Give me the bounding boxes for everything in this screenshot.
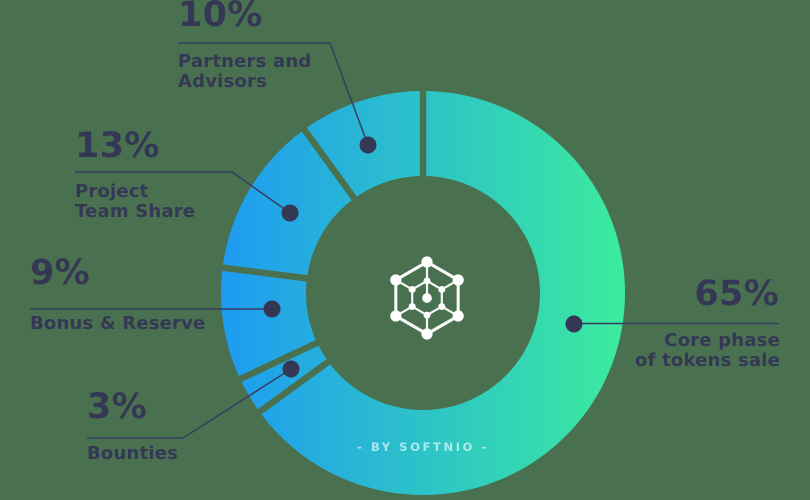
label-bonus-name: Bonus & Reserve	[30, 314, 205, 334]
callout-line-partners	[178, 42, 369, 146]
label-bonus-pct: 9%	[30, 253, 91, 293]
label-partners-name-line1: Partners and	[178, 51, 312, 72]
label-core-pct: 65%	[694, 274, 779, 314]
callout-line-team	[75, 171, 291, 214]
callout-dot-partners	[359, 136, 377, 154]
label-bonus-name-line1: Bonus & Reserve	[30, 313, 206, 334]
label-team-pct: 13%	[75, 126, 160, 166]
label-partners-name-line2: Advisors	[178, 71, 267, 92]
label-core-name-line2: of tokens sale	[635, 350, 780, 371]
label-partners-pct: 10%	[178, 0, 263, 35]
callout-dot-core	[565, 315, 583, 333]
callout-dot-bounties	[282, 360, 300, 378]
callout-dot-bonus	[263, 300, 281, 318]
donut-segment-bonus-reserve[interactable]	[220, 270, 316, 377]
hex-network-logo-icon	[390, 256, 464, 340]
label-partners-name: Partners and Advisors	[178, 52, 311, 92]
label-core-name: Core phase of tokens sale	[635, 331, 780, 371]
by-softnio-watermark: - BY SOFTNIO -	[357, 440, 489, 454]
callout-dot-team	[281, 204, 299, 222]
donut-segment-bounties[interactable]	[241, 345, 327, 410]
label-team-name: Project Team Share	[75, 182, 195, 222]
label-bounties-name: Bounties	[87, 444, 178, 464]
donut-segment-project-team-share[interactable]	[223, 131, 352, 276]
donut-segment-core-phase-of-tokens-sale[interactable]	[261, 91, 626, 496]
label-team-name-line2: Team Share	[75, 201, 196, 222]
label-bounties-pct: 3%	[87, 387, 148, 427]
label-core-name-line1: Core phase	[664, 330, 780, 351]
label-team-name-line1: Project	[75, 181, 149, 202]
label-bounties-name-line1: Bounties	[87, 443, 179, 464]
callout-line-bounties	[87, 368, 292, 439]
